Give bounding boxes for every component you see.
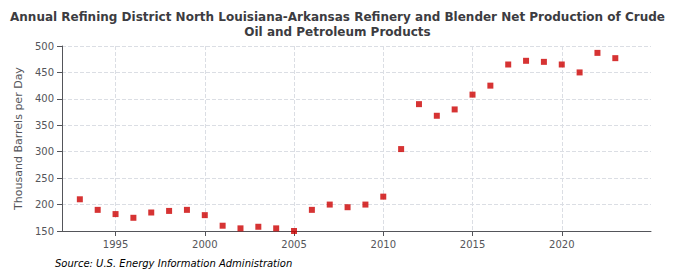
svg-text:450: 450	[35, 67, 54, 78]
svg-text:2000: 2000	[192, 239, 217, 250]
svg-text:Thousand Barrels per Day: Thousand Barrels per Day	[12, 67, 25, 211]
svg-text:Annual Refining District North: Annual Refining District North Louisiana…	[10, 10, 665, 24]
svg-text:Source: U.S. Energy Informatio: Source: U.S. Energy Information Administ…	[55, 258, 292, 269]
svg-text:350: 350	[35, 120, 54, 131]
svg-text:400: 400	[35, 93, 54, 104]
svg-text:2015: 2015	[460, 239, 485, 250]
svg-text:Oil and Petroleum Products: Oil and Petroleum Products	[244, 25, 430, 39]
svg-text:500: 500	[35, 41, 54, 52]
svg-text:300: 300	[35, 146, 54, 157]
svg-text:2020: 2020	[549, 239, 574, 250]
svg-text:200: 200	[35, 199, 54, 210]
svg-text:2005: 2005	[281, 239, 306, 250]
svg-text:250: 250	[35, 173, 54, 184]
svg-text:1995: 1995	[103, 239, 128, 250]
svg-text:2010: 2010	[371, 239, 396, 250]
svg-text:150: 150	[35, 226, 54, 237]
